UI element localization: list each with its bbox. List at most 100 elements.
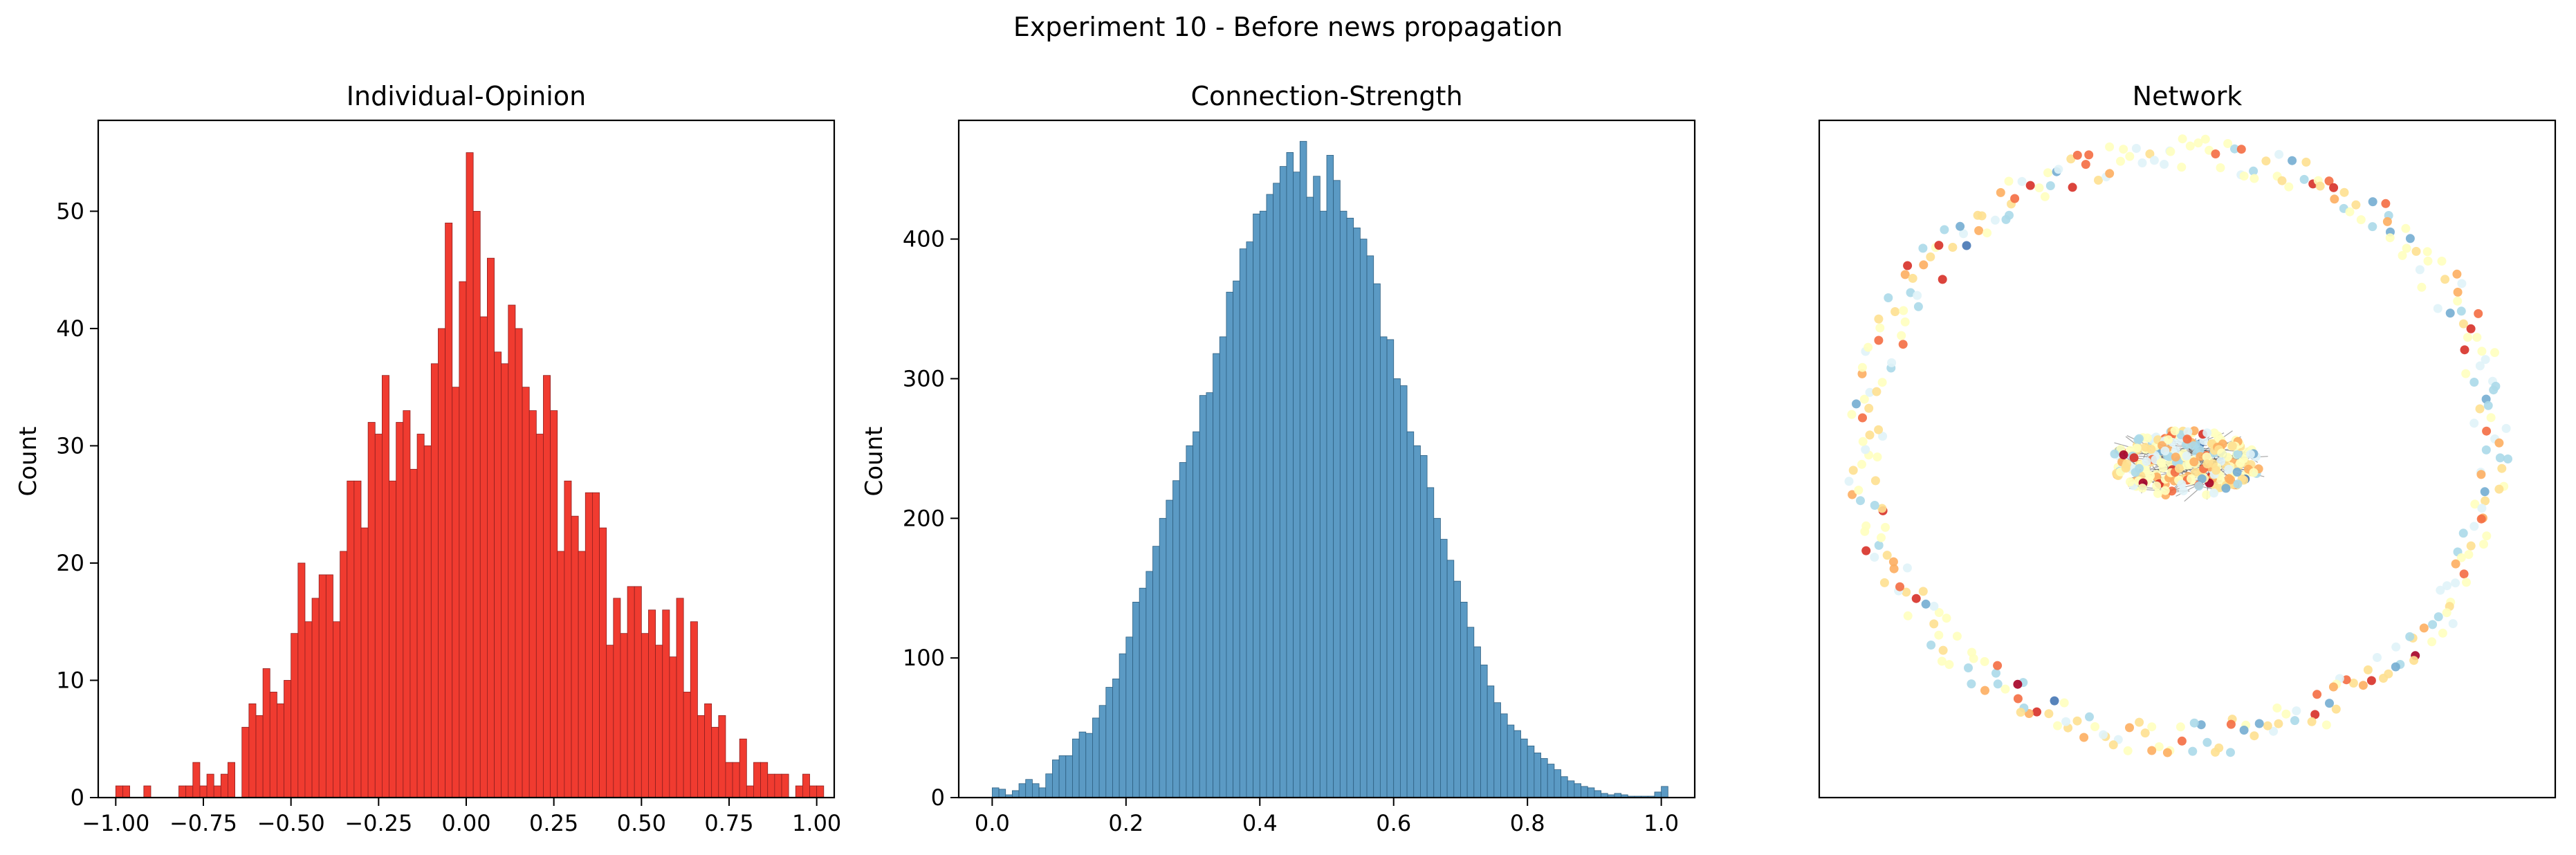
- network-node: [2469, 378, 2479, 387]
- network-node: [1857, 362, 1867, 372]
- strength-bar: [1507, 724, 1515, 798]
- network-node: [2329, 183, 2339, 192]
- network-node: [1911, 594, 1921, 603]
- network-node: [2417, 282, 2427, 292]
- network-node: [2217, 448, 2227, 458]
- network-node: [1852, 399, 1861, 409]
- strength-bar: [1366, 255, 1374, 798]
- network-node: [1884, 293, 1893, 302]
- strength-bar: [1078, 731, 1087, 798]
- opinion-bar: [403, 410, 411, 798]
- network-node: [2497, 463, 2507, 473]
- opinion-bar: [557, 551, 565, 798]
- opinion-bar: [430, 363, 439, 798]
- network-node: [2135, 434, 2144, 443]
- network-node: [1982, 228, 1992, 238]
- opinion-bar: [452, 387, 460, 798]
- network-node: [2458, 528, 2468, 538]
- opinion-bar: [564, 480, 572, 798]
- strength-histogram-title: Connection-Strength: [1190, 81, 1462, 111]
- strength-bar: [1313, 176, 1321, 798]
- network-node: [2149, 156, 2159, 165]
- opinion-y-tick-label: 0: [71, 784, 84, 811]
- strength-bar: [1052, 760, 1060, 798]
- network-node: [2250, 731, 2259, 741]
- network-node: [2451, 559, 2460, 569]
- strength-bar: [1239, 248, 1247, 798]
- network-node: [2288, 156, 2297, 165]
- network-node: [2475, 404, 2485, 414]
- network-node: [2325, 699, 2334, 708]
- opinion-bar: [297, 562, 306, 798]
- network-node: [1918, 587, 1928, 596]
- network-node: [2472, 333, 2482, 342]
- strength-bar: [1152, 546, 1160, 798]
- network-node: [1865, 430, 1875, 440]
- network-node: [2460, 345, 2469, 355]
- opinion-bar: [669, 656, 677, 798]
- strength-bar: [1273, 183, 1280, 798]
- strength-bar: [998, 789, 1006, 798]
- network-node: [2312, 690, 2322, 699]
- network-node: [1964, 663, 1973, 672]
- network-node: [1878, 432, 1888, 441]
- network-node: [1890, 307, 1900, 316]
- network-node: [1919, 260, 1929, 270]
- strength-bar: [1359, 239, 1368, 798]
- network-node: [2324, 176, 2334, 186]
- strength-bar: [1226, 291, 1233, 798]
- opinion-x-tick-label: 0.00: [441, 810, 490, 836]
- opinion-bar: [508, 304, 516, 798]
- opinion-bar: [466, 152, 474, 798]
- opinion-bar: [248, 703, 257, 798]
- strength-bar: [1460, 602, 1468, 798]
- strength-bar: [1266, 194, 1274, 798]
- opinion-x-tick-label: −0.75: [169, 810, 237, 836]
- opinion-bar: [353, 480, 362, 798]
- network-node: [2490, 348, 2499, 358]
- strength-bar: [1306, 196, 1314, 798]
- network-node: [1934, 241, 1944, 250]
- network-node: [2299, 174, 2309, 184]
- strength-bar: [1333, 180, 1341, 798]
- strength-bar: [1098, 705, 1107, 798]
- network-node: [2423, 256, 2433, 266]
- network-node: [2034, 183, 2044, 192]
- network-node: [1857, 369, 1867, 378]
- opinion-bar: [374, 434, 383, 798]
- network-node: [2315, 181, 2325, 191]
- network-node: [2348, 679, 2358, 688]
- network-node: [2108, 740, 2118, 750]
- network-node: [2448, 619, 2458, 628]
- network-node: [2177, 163, 2187, 172]
- opinion-bar: [781, 773, 789, 798]
- opinion-bar: [262, 668, 270, 798]
- network-node: [2391, 662, 2400, 672]
- network-node: [1942, 614, 1951, 623]
- strength-bar: [1085, 733, 1093, 798]
- opinion-bar: [178, 785, 187, 798]
- opinion-y-tick-label: 50: [56, 198, 84, 224]
- strength-bar: [1246, 241, 1253, 798]
- strength-y-tick-label: 300: [903, 365, 945, 392]
- network-node: [2249, 166, 2258, 176]
- network-node: [2050, 696, 2059, 706]
- network-node: [2456, 553, 2466, 562]
- network-node: [2381, 199, 2391, 208]
- network-node: [1899, 306, 1908, 315]
- strength-bar: [1466, 627, 1475, 798]
- opinion-bar: [648, 609, 656, 798]
- strength-bar: [1567, 780, 1575, 798]
- strength-bar: [1119, 653, 1127, 798]
- strength-bar: [1400, 385, 1408, 798]
- strength-bar: [1025, 779, 1033, 798]
- opinion-bar: [487, 257, 495, 798]
- network-node: [2503, 454, 2512, 463]
- network-node: [2284, 182, 2294, 192]
- network-node: [2328, 682, 2338, 692]
- network-node: [1980, 686, 1989, 695]
- network-node: [2272, 704, 2282, 712]
- strength-bar: [1186, 445, 1193, 798]
- strength-bar: [1554, 769, 1561, 798]
- network-node: [2483, 401, 2493, 410]
